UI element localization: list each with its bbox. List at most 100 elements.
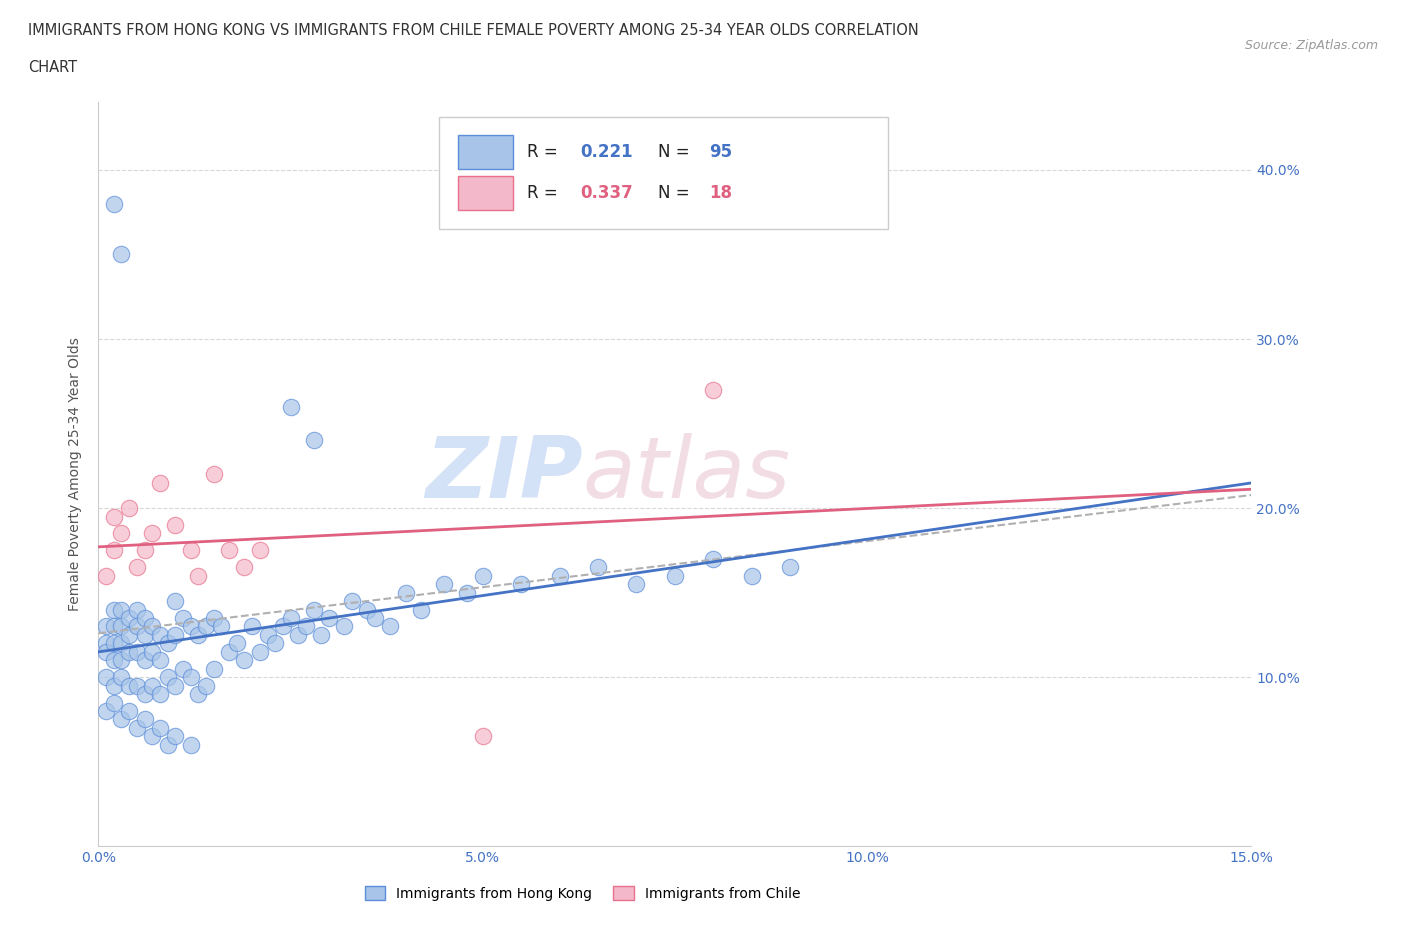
Text: N =: N = — [658, 143, 689, 161]
Point — [149, 653, 172, 668]
Point — [103, 653, 125, 668]
Point — [141, 526, 163, 541]
Point — [411, 602, 433, 617]
Point — [118, 611, 141, 626]
Point — [202, 467, 225, 482]
Text: N =: N = — [658, 184, 689, 202]
Point — [94, 670, 117, 684]
Point — [456, 585, 478, 600]
Point — [110, 636, 132, 651]
Point — [165, 518, 187, 533]
Point — [433, 577, 456, 591]
Point — [94, 636, 117, 651]
Text: 0.337: 0.337 — [581, 184, 633, 202]
Point — [187, 568, 209, 583]
Point — [110, 712, 132, 727]
Point — [134, 628, 156, 643]
Point — [134, 543, 156, 558]
Point — [149, 721, 172, 736]
Point — [149, 628, 172, 643]
Point — [180, 670, 202, 684]
Point — [295, 619, 318, 634]
Point — [110, 619, 132, 634]
Point — [187, 686, 209, 701]
Point — [202, 611, 225, 626]
Text: 18: 18 — [710, 184, 733, 202]
Point — [249, 543, 271, 558]
Point — [125, 602, 148, 617]
Point — [141, 678, 163, 693]
Point — [165, 678, 187, 693]
Point — [218, 543, 240, 558]
Text: IMMIGRANTS FROM HONG KONG VS IMMIGRANTS FROM CHILE FEMALE POVERTY AMONG 25-34 YE: IMMIGRANTS FROM HONG KONG VS IMMIGRANTS … — [28, 23, 920, 38]
Point — [165, 729, 187, 744]
Point — [364, 611, 387, 626]
Point — [702, 551, 724, 566]
Point — [165, 593, 187, 608]
Point — [302, 602, 325, 617]
Point — [103, 678, 125, 693]
Point — [149, 475, 172, 490]
Point — [256, 628, 278, 643]
Point — [311, 628, 333, 643]
Point — [187, 628, 209, 643]
Point — [287, 628, 309, 643]
Point — [249, 644, 271, 659]
Point — [103, 602, 125, 617]
Point — [134, 653, 156, 668]
Point — [280, 399, 302, 414]
Legend: Immigrants from Hong Kong, Immigrants from Chile: Immigrants from Hong Kong, Immigrants fr… — [359, 881, 806, 907]
Point — [209, 619, 232, 634]
Point — [118, 628, 141, 643]
Point — [125, 678, 148, 693]
Text: R =: R = — [527, 184, 558, 202]
Point — [471, 729, 494, 744]
Point — [156, 636, 179, 651]
Point — [103, 619, 125, 634]
Text: ZIP: ZIP — [425, 432, 582, 516]
Point — [103, 196, 125, 211]
Point — [340, 593, 363, 608]
Point — [125, 560, 148, 575]
Point — [779, 560, 801, 575]
Point — [125, 721, 148, 736]
Point — [141, 729, 163, 744]
Text: Source: ZipAtlas.com: Source: ZipAtlas.com — [1244, 39, 1378, 52]
Point — [156, 737, 179, 752]
Point — [302, 433, 325, 448]
FancyBboxPatch shape — [458, 135, 513, 169]
Text: 95: 95 — [710, 143, 733, 161]
Point — [702, 382, 724, 397]
Point — [165, 628, 187, 643]
Point — [103, 543, 125, 558]
Point — [380, 619, 402, 634]
Point — [94, 568, 117, 583]
Point — [110, 670, 132, 684]
Point — [195, 619, 218, 634]
Point — [94, 644, 117, 659]
Point — [118, 678, 141, 693]
Point — [233, 560, 256, 575]
Point — [110, 247, 132, 262]
Point — [118, 644, 141, 659]
Point — [240, 619, 263, 634]
Point — [264, 636, 287, 651]
Point — [141, 619, 163, 634]
Point — [110, 602, 132, 617]
Point — [134, 712, 156, 727]
Point — [172, 661, 194, 676]
Point — [172, 611, 194, 626]
Point — [125, 644, 148, 659]
Point — [103, 695, 125, 710]
Point — [202, 661, 225, 676]
Point — [195, 678, 218, 693]
Point — [356, 602, 378, 617]
Point — [141, 644, 163, 659]
Text: 0.221: 0.221 — [581, 143, 633, 161]
Point — [271, 619, 294, 634]
Point — [510, 577, 533, 591]
Point — [548, 568, 571, 583]
Point — [318, 611, 340, 626]
Point — [134, 611, 156, 626]
Point — [103, 636, 125, 651]
